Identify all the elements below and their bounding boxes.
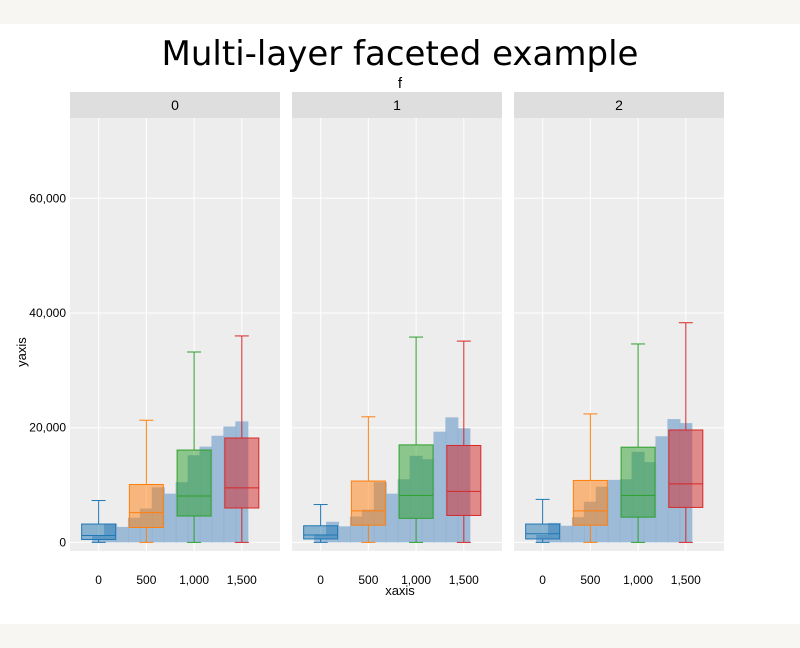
- y-tick-label: 20,000: [29, 421, 66, 435]
- facet-panel: 0 0 500 1,000 1,500: [70, 92, 280, 587]
- x-tick-label: 1,000: [179, 573, 209, 587]
- box-iqr: [128, 483, 164, 528]
- x-tick-label: 1,500: [671, 573, 701, 587]
- facet-strip: [292, 92, 502, 118]
- x-tick-label: 0: [317, 573, 324, 587]
- histogram-bar: [338, 526, 351, 543]
- histogram-bar: [116, 526, 129, 543]
- x-tick-label: 1,000: [623, 573, 653, 587]
- box-iqr: [350, 480, 386, 526]
- histogram-bar: [211, 435, 225, 543]
- histogram-bar: [433, 431, 447, 543]
- x-tick-label: 1,500: [449, 573, 479, 587]
- faceted-chart: Multi-layer faceted example f yaxis xaxi…: [14, 34, 724, 598]
- chart-card: Multi-layer faceted example f yaxis xaxi…: [0, 24, 800, 624]
- box-iqr: [668, 429, 704, 508]
- box-iqr: [446, 444, 482, 516]
- histogram-bar: [385, 493, 399, 543]
- facet-strip-label: 1: [393, 97, 401, 113]
- box-iqr: [525, 523, 561, 540]
- histogram-bar: [607, 479, 621, 543]
- facet-strip-label: 0: [171, 97, 179, 113]
- chart-title: Multi-layer faceted example: [162, 34, 639, 74]
- box-iqr: [81, 523, 117, 541]
- box-iqr: [303, 525, 339, 540]
- y-tick-label: 40,000: [29, 306, 66, 320]
- x-axis-label: xaxis: [385, 583, 415, 598]
- y-axis-label: yaxis: [14, 337, 29, 367]
- box-iqr: [620, 446, 656, 518]
- facet-strip: [70, 92, 280, 118]
- facet-variable-label: f: [398, 75, 403, 92]
- facet-panel: 1 0 500 1,000 1,500: [292, 92, 502, 587]
- box-iqr: [224, 437, 260, 509]
- x-tick-label: 1,500: [227, 573, 257, 587]
- facet-strip-label: 2: [615, 97, 623, 113]
- x-tick-label: 500: [136, 573, 156, 587]
- histogram-bar: [560, 525, 573, 543]
- x-tick-label: 500: [580, 573, 600, 587]
- histogram-bar: [655, 436, 669, 543]
- x-tick-label: 0: [539, 573, 546, 587]
- box-iqr: [176, 449, 212, 517]
- facet-panel: 2 0 500 1,000 1,500: [514, 92, 724, 587]
- box-iqr: [398, 444, 434, 519]
- histogram-bar: [163, 493, 177, 543]
- y-tick-label: 60,000: [29, 191, 66, 205]
- x-tick-label: 0: [95, 573, 102, 587]
- x-tick-label: 500: [358, 573, 378, 587]
- x-tick-label: 1,000: [401, 573, 431, 587]
- y-tick-label: 0: [59, 535, 66, 549]
- facet-panels: 0 0 500 1,000 1,500 1 0 500 1,000 1,500 2 0 500 1,000…: [29, 92, 724, 587]
- box-iqr: [572, 479, 608, 526]
- facet-strip: [514, 92, 724, 118]
